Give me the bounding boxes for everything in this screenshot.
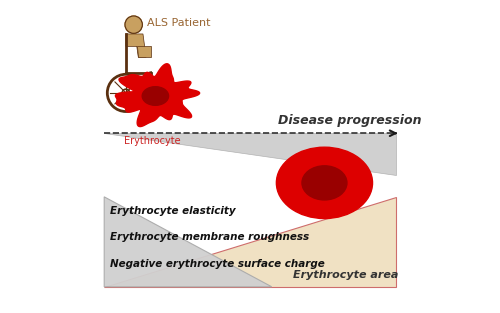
Polygon shape [104,197,396,287]
Ellipse shape [142,87,169,105]
Text: Erythrocyte area: Erythrocyte area [294,270,399,280]
Text: Disease progression: Disease progression [278,114,421,127]
Polygon shape [126,34,146,57]
Ellipse shape [302,166,347,200]
Polygon shape [104,197,272,287]
Text: Erythrocyte: Erythrocyte [124,136,180,146]
Text: ALS Patient: ALS Patient [147,18,210,28]
Text: Negative erythrocyte surface charge: Negative erythrocyte surface charge [110,259,325,269]
Polygon shape [116,64,200,126]
Circle shape [125,16,142,33]
Polygon shape [104,133,396,175]
Text: Erythrocyte elasticity: Erythrocyte elasticity [110,206,236,216]
Polygon shape [137,46,150,57]
Ellipse shape [276,147,372,218]
Text: Erythrocyte membrane roughness: Erythrocyte membrane roughness [110,232,310,242]
